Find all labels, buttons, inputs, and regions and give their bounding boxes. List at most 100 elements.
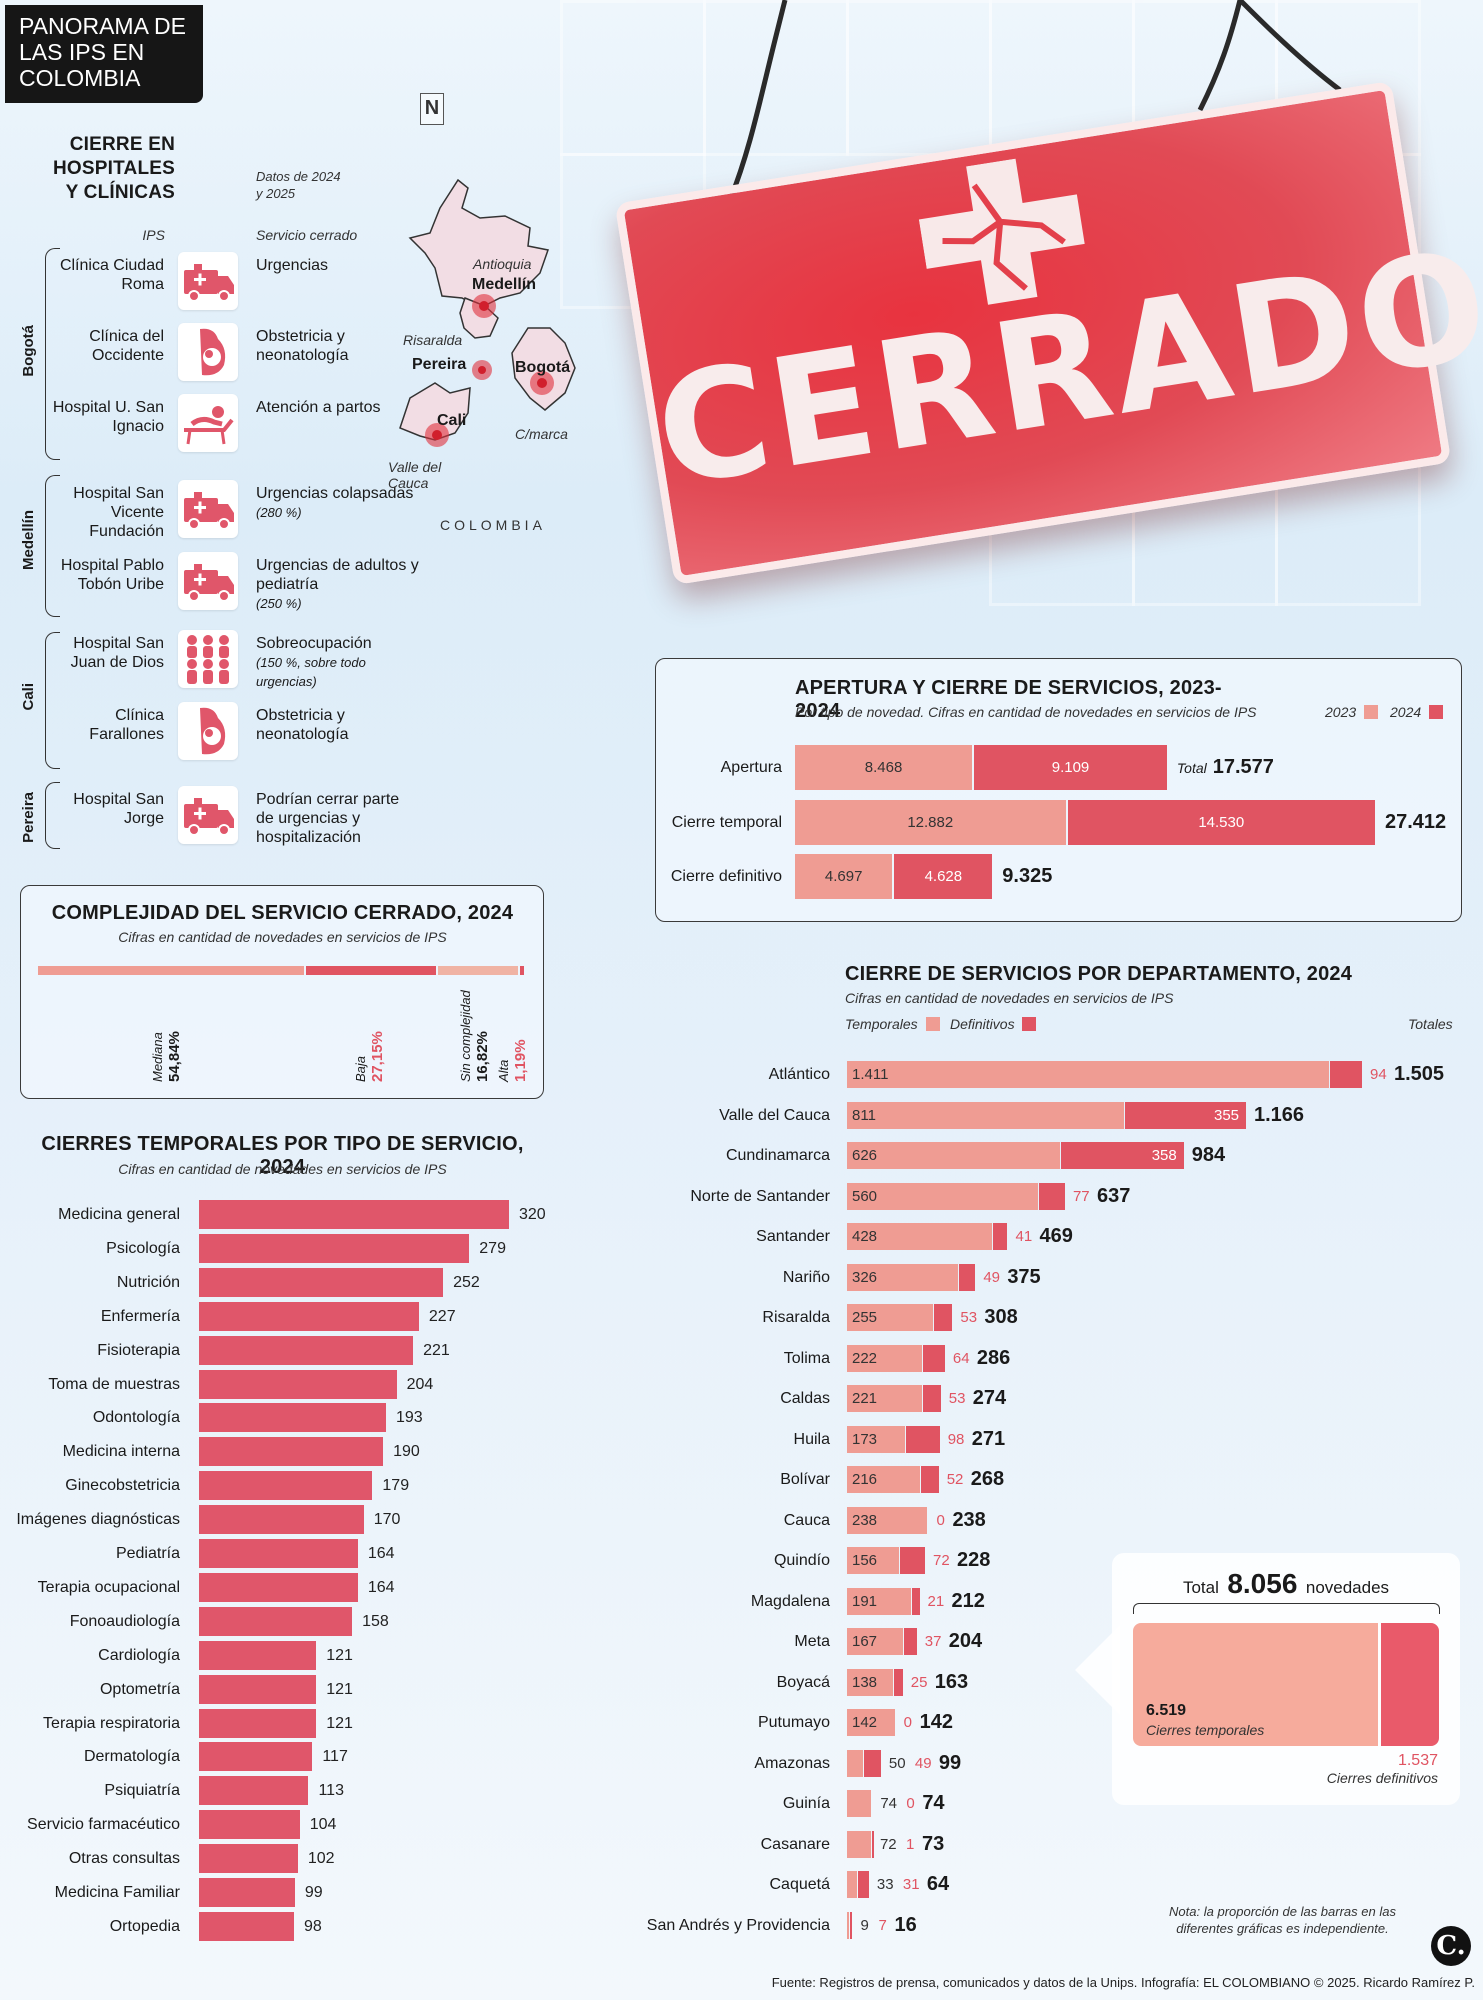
dept-total-value: 64 <box>926 1873 950 1895</box>
service-bar <box>199 1505 364 1535</box>
map-country-label: COLOMBIA <box>440 517 546 533</box>
dept-total-value: 308 <box>984 1306 1018 1328</box>
dept-label: Caquetá <box>769 1876 831 1893</box>
dept-definitivo-value: 64 <box>952 1349 970 1367</box>
legend-definitivos-label: Definitivos <box>950 1016 1015 1032</box>
service-value: 227 <box>428 1307 456 1325</box>
dept-total-value: 163 <box>934 1670 969 1693</box>
dept-total-value: 637 <box>1096 1184 1131 1207</box>
city-label-pereira: Pereira <box>20 792 37 843</box>
north-label: N <box>424 97 440 119</box>
ips-service: Podrían cerrar parte de urgencias y hosp… <box>256 790 421 847</box>
dept-definitivo-value: 0 <box>903 1714 912 1731</box>
hanging-string <box>727 0 1342 201</box>
dept-temporal-value: 9 <box>860 1916 869 1934</box>
apertura-bar-2024: 9.109 <box>974 745 1167 790</box>
dept-bar-temporal <box>847 1587 912 1615</box>
ips-service: Atención a partos <box>256 398 421 417</box>
total-temp-label: Cierres temporales <box>1146 1722 1265 1738</box>
antioquia-shape <box>408 178 549 309</box>
dept-temporal-value: 222 <box>852 1349 878 1367</box>
dept-definitivo-value: 53 <box>948 1390 966 1407</box>
legend-2024-swatch <box>1429 705 1444 719</box>
service-value: 204 <box>406 1375 434 1393</box>
dept-temporal-value: 72 <box>879 1835 897 1853</box>
dept-total-value: 375 <box>1007 1265 1041 1288</box>
service-value: 190 <box>393 1443 420 1461</box>
dept-temporal-value: 33 <box>876 1876 894 1893</box>
service-value: 170 <box>373 1511 401 1529</box>
complexity-segment-name: Sin complejidad <box>458 990 473 1082</box>
service-label: Fonoaudiología <box>69 1612 180 1630</box>
dept-definitivo-value: 31 <box>902 1876 920 1893</box>
dept-total-value: 212 <box>951 1589 985 1612</box>
dept-total-value: 228 <box>957 1549 991 1571</box>
dept-label: Santander <box>756 1228 830 1245</box>
ips-name: Hospital U. San Ignacio <box>52 399 164 435</box>
service-bar <box>199 1878 295 1907</box>
dept-bar-definitivo <box>993 1223 1008 1250</box>
ips-service-label: Obstetricia y neonatología <box>256 328 349 364</box>
ips-service-label: Sobreocupación <box>256 635 372 652</box>
dept-definitivo-value: 355 <box>1213 1106 1240 1124</box>
page-title: PANORAMA DE LAS IPS EN COLOMBIA <box>19 13 186 91</box>
service-bar <box>199 1437 384 1467</box>
apertura-bar-2024: 4.628 <box>894 854 993 899</box>
title-block: PANORAMA DE LAS IPS EN COLOMBIA <box>5 5 203 103</box>
dept-label: Putumayo <box>757 1714 830 1731</box>
apertura-bar-2023: 12.882 <box>795 800 1066 845</box>
apertura-row-label: Cierre definitivo <box>670 868 782 885</box>
service-bar <box>199 1810 300 1840</box>
bracket-medellin <box>45 475 60 617</box>
dept-label: Risaralda <box>762 1309 830 1326</box>
dept-definitivo-value: 52 <box>946 1471 964 1488</box>
service-bar <box>199 1606 353 1636</box>
el-colombiano-logo: C. <box>1431 1926 1471 1966</box>
dept-label: Casanare <box>760 1835 830 1853</box>
crowd-icon <box>178 630 238 688</box>
dept-bar-definitivo <box>920 1466 939 1493</box>
dept-label: Amazonas <box>754 1754 830 1772</box>
complexity-segment-value: 1,19% <box>512 1039 529 1082</box>
ips-service-label: Urgencias colapsadas <box>256 485 414 502</box>
ips-service: Obstetricia y neonatología <box>256 327 421 365</box>
total-stacked-bar <box>1133 1623 1439 1746</box>
dept-bar-definitivo <box>934 1304 953 1331</box>
complexity-box <box>20 885 544 1099</box>
dept-definitivo-value: 77 <box>1072 1187 1090 1205</box>
service-value: 117 <box>322 1748 348 1766</box>
complexity-subtitle: Cifras en cantidad de novedades en servi… <box>118 929 447 945</box>
bracket-cali <box>45 632 60 769</box>
dept-bar-temporal <box>847 1506 928 1534</box>
dept-label: Huila <box>793 1430 830 1448</box>
dept-temporal-value: 1.411 <box>852 1066 889 1083</box>
dept-definitivo-value: 49 <box>983 1268 1000 1286</box>
ips-name: Hospital Pablo Tobón Uribe <box>60 557 164 593</box>
dept-definitivo-value: 49 <box>914 1754 932 1772</box>
dept-label: Cundinamarca <box>725 1147 830 1164</box>
service-bar <box>199 1233 470 1263</box>
dept-bar-definitivo <box>858 1871 869 1898</box>
complexity-label-text: Alta 1,19% <box>496 982 540 1082</box>
dept-bar-definitivo <box>1124 1101 1246 1129</box>
ips-service: Urgencias de adultos y pediatría (250 %) <box>256 556 421 613</box>
dept-label: Nariño <box>782 1268 830 1286</box>
city-label-bogota: Bogotá <box>20 325 37 377</box>
service-value: 193 <box>395 1409 423 1427</box>
valle-shape <box>399 382 471 441</box>
service-bar <box>199 1742 313 1772</box>
dept-definitivo-value: 21 <box>927 1592 945 1610</box>
dept-bar-temporal <box>847 1790 872 1817</box>
service-label: Terapia respiratoria <box>43 1714 180 1732</box>
service-value: 104 <box>309 1816 337 1834</box>
apertura-total-value: 27.412 <box>1385 811 1447 833</box>
dept-total-value: 1.166 <box>1253 1103 1305 1126</box>
complexity-title: COMPLEJIDAD DEL SERVICIO CERRADO, 2024 <box>51 902 514 924</box>
broken-cross-icon <box>918 158 1085 305</box>
service-label: Fisioterapia <box>97 1341 180 1359</box>
dept-bar-temporal <box>847 1223 993 1250</box>
dept-temporal-value: 142 <box>852 1714 878 1731</box>
apertura-box <box>655 658 1462 922</box>
service-bar <box>199 1539 358 1568</box>
complexity-label-text: Mediana 54,84% <box>150 982 194 1082</box>
